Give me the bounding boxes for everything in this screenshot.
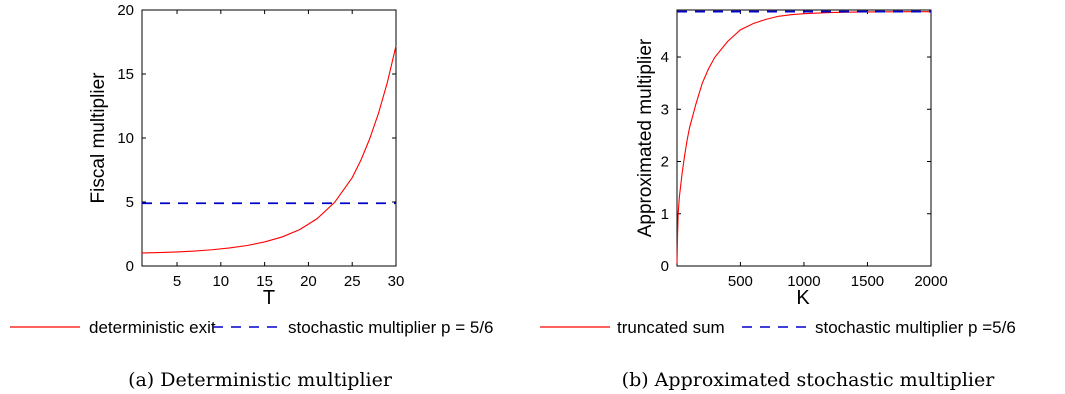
legend: truncated sum stochastic multiplier p =5…	[540, 318, 1016, 337]
y-tick-label: 2	[661, 154, 669, 171]
y-tick-label: 5	[126, 194, 134, 211]
legend-label-stochastic-multiplier: stochastic multiplier p = 5/6	[288, 318, 494, 337]
panel-approximated-stochastic-multiplier: 500 1000 1500 2000 0 1 2 3 4 K Approximated mult…	[540, 9, 1016, 391]
x-tick-label: 1000	[787, 273, 820, 290]
x-axis-label: K	[796, 287, 810, 309]
series-group	[141, 45, 397, 254]
legend-label-stochastic-multiplier: stochastic multiplier p =5/6	[815, 318, 1016, 337]
plot-frame	[676, 9, 932, 267]
legend-label-truncated-sum: truncated sum	[617, 318, 725, 337]
axis-ticks: 5 10 15 20 25 30 0 5 10 15 20	[117, 2, 404, 290]
y-tick-label: 3	[661, 101, 669, 118]
series-group	[676, 10, 932, 264]
x-tick-label: 15	[256, 273, 273, 290]
x-tick-label: 10	[212, 273, 229, 290]
y-axis-label: Approximated multiplier	[635, 38, 656, 237]
x-tick-label: 30	[388, 273, 405, 290]
x-tick-label: 1500	[851, 273, 884, 290]
x-tick-label: 5	[173, 273, 181, 290]
y-axis-label: Fiscal multiplier	[88, 72, 109, 204]
caption-a: (a) Deterministic multiplier	[128, 369, 393, 391]
caption-b: (b) Approximated stochastic multiplier	[622, 369, 996, 391]
legend: deterministic exit stochastic multiplier…	[10, 318, 494, 337]
y-tick-label: 4	[661, 49, 669, 66]
y-tick-label: 20	[117, 2, 134, 19]
x-tick-label: 20	[300, 273, 317, 290]
plot-frame	[141, 9, 397, 267]
series-line	[141, 45, 397, 254]
y-tick-label: 0	[126, 258, 134, 275]
x-axis-label: T	[263, 287, 275, 309]
y-tick-label: 15	[117, 66, 134, 83]
y-tick-label: 0	[661, 258, 669, 275]
series-line	[676, 11, 932, 264]
x-tick-label: 2000	[914, 273, 947, 290]
x-tick-label: 25	[344, 273, 361, 290]
x-tick-label: 500	[728, 273, 753, 290]
axis-ticks: 500 1000 1500 2000 0 1 2 3 4	[661, 10, 948, 290]
y-tick-label: 10	[117, 130, 134, 147]
legend-label-deterministic-exit: deterministic exit	[89, 318, 216, 337]
y-tick-label: 1	[661, 206, 669, 223]
